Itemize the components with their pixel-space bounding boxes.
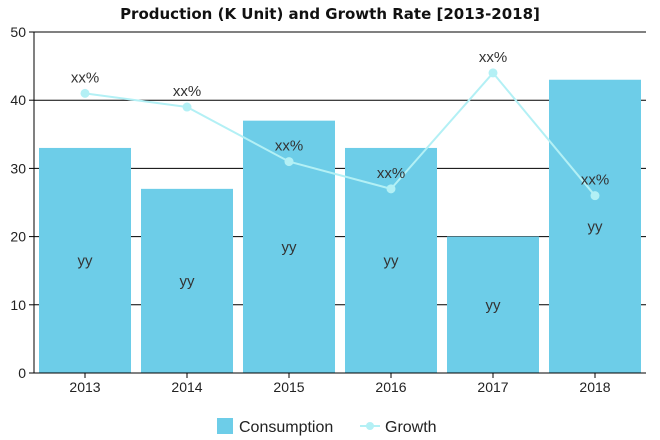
y-tick-label: 50 — [10, 24, 26, 40]
x-tick-label: 2016 — [375, 379, 406, 395]
x-tick-label: 2018 — [579, 379, 610, 395]
legend: Consumption Growth — [217, 418, 437, 436]
data-labels: yy yy yy yy yy yy xx% xx% xx% xx% xx% xx% — [71, 49, 609, 314]
bar — [141, 188, 233, 373]
legend-swatch-consumption — [217, 418, 233, 434]
growth-value-label: xx% — [71, 69, 99, 86]
chart-title: Production (K Unit) and Growth Rate [201… — [120, 5, 540, 23]
bar-value-label: yy — [486, 297, 502, 314]
bar-value-label: yy — [180, 273, 196, 290]
axes: 0 10 20 30 40 50 2013 2014 2015 2016 2017 2018 — [10, 24, 646, 395]
y-tick-label: 30 — [10, 160, 26, 176]
growth-point — [386, 184, 396, 194]
bar — [447, 236, 539, 373]
bar — [39, 147, 131, 373]
growth-point — [590, 191, 600, 201]
bar-value-label: yy — [588, 218, 604, 235]
growth-point — [284, 157, 294, 167]
line-series — [80, 68, 600, 201]
growth-line — [84, 71, 596, 197]
growth-value-label: xx% — [581, 172, 609, 189]
growth-value-label: xx% — [275, 138, 303, 155]
legend-marker-growth — [366, 422, 374, 430]
growth-point — [182, 102, 192, 112]
bar — [549, 79, 641, 374]
y-tick-label: 20 — [10, 229, 26, 245]
growth-value-label: xx% — [173, 83, 201, 100]
bar-value-label: yy — [78, 252, 94, 269]
x-tick-label: 2017 — [477, 379, 508, 395]
growth-point — [488, 68, 498, 78]
x-tick-label: 2015 — [273, 379, 304, 395]
y-tick-label: 0 — [18, 365, 26, 381]
y-tick-label: 40 — [10, 92, 26, 108]
x-tick-label: 2013 — [69, 379, 100, 395]
growth-point — [80, 88, 90, 98]
bar-value-label: yy — [282, 239, 298, 256]
x-tick-label: 2014 — [171, 379, 202, 395]
y-tick-label: 10 — [10, 297, 26, 313]
legend-label-consumption: Consumption — [239, 419, 333, 436]
legend-label-growth: Growth — [385, 419, 437, 436]
bar-series — [39, 79, 641, 374]
growth-value-label: xx% — [377, 165, 405, 182]
growth-value-label: xx% — [479, 49, 507, 66]
bar-value-label: yy — [384, 252, 400, 269]
